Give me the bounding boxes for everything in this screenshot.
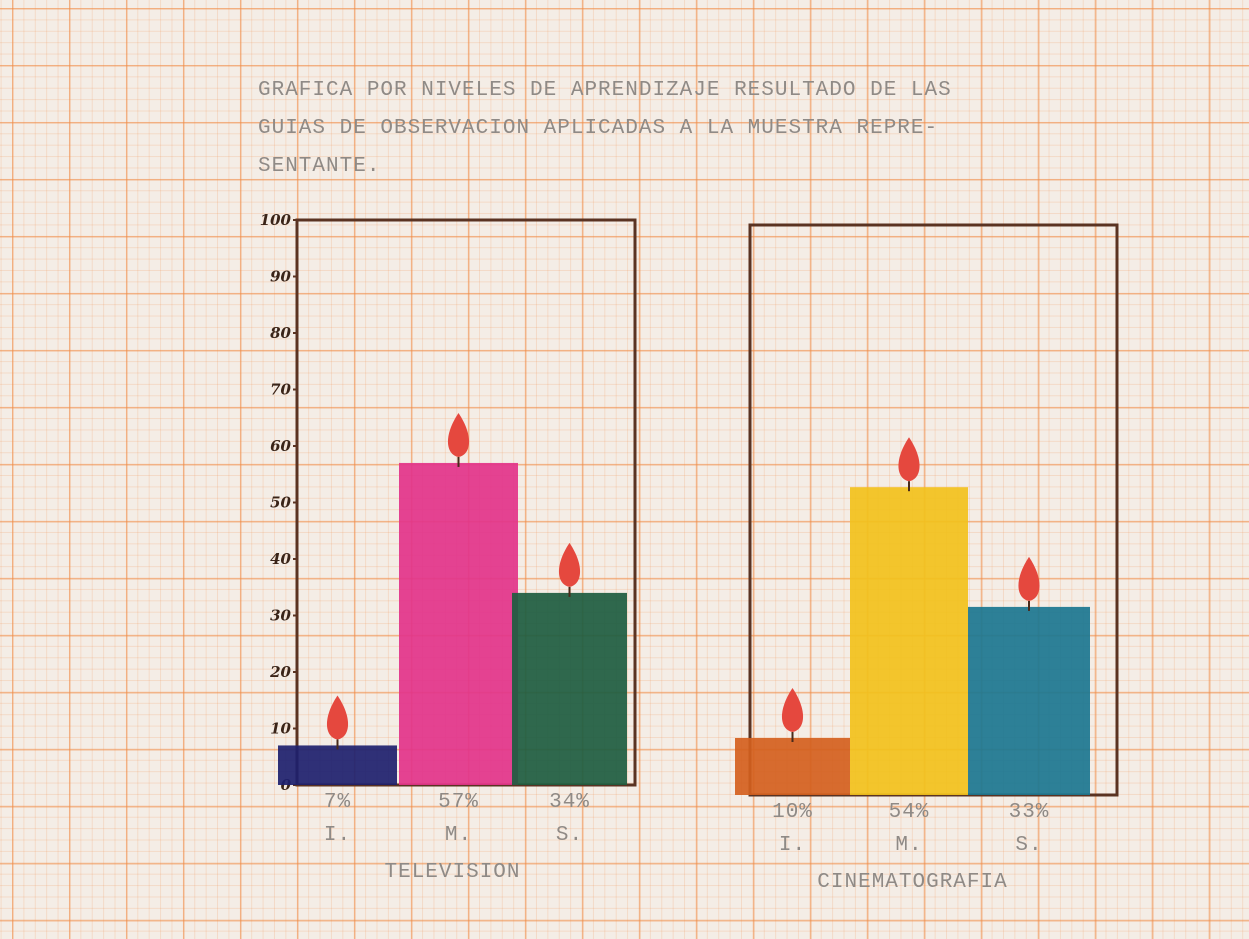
x-tick-label: M. <box>895 834 922 857</box>
x-tick-label: I. <box>324 824 351 847</box>
title-line: GRAFICA POR NIVELES DE APRENDIZAJE RESUL… <box>258 79 952 102</box>
candle-flame <box>559 543 580 587</box>
y-tick-label: 10 <box>270 720 291 738</box>
chart: GRAFICA POR NIVELES DE APRENDIZAJE RESUL… <box>0 0 1249 939</box>
bar <box>278 745 397 785</box>
candle-flame <box>1018 557 1039 601</box>
x-tick-label: I. <box>779 834 806 857</box>
title-line: SENTANTE. <box>258 155 380 178</box>
candle-flame <box>898 437 919 481</box>
y-tick-label: 40 <box>270 550 291 568</box>
bar <box>735 738 850 795</box>
page: GRAFICA POR NIVELES DE APRENDIZAJE RESUL… <box>0 0 1249 939</box>
bar <box>512 593 627 785</box>
y-tick-label: 60 <box>270 437 291 455</box>
value-label: 34% <box>549 791 590 814</box>
y-tick-label: 50 <box>270 494 291 512</box>
bar <box>399 463 518 785</box>
y-tick-label: 100 <box>260 211 292 229</box>
x-tick-label: S. <box>556 824 583 847</box>
y-tick-label: 80 <box>270 324 291 342</box>
y-tick-label: 90 <box>270 268 291 286</box>
candle-flame <box>448 413 469 457</box>
y-tick-label: 30 <box>270 607 291 625</box>
value-label: 33% <box>1009 801 1050 824</box>
value-label: 7% <box>324 791 351 814</box>
title-line: GUIAS DE OBSERVACION APLICADAS A LA MUES… <box>258 117 938 140</box>
y-tick-label: 20 <box>269 663 291 681</box>
value-label: 10% <box>772 801 813 824</box>
value-label: 54% <box>889 801 930 824</box>
y-tick-label: 70 <box>270 381 291 399</box>
x-axis-label: CINEMATOGRAFIA <box>817 871 1007 894</box>
value-label: 57% <box>438 791 479 814</box>
candle-flame <box>327 695 348 739</box>
candle-flame <box>782 688 803 732</box>
bar <box>850 487 968 795</box>
x-tick-label: M. <box>445 824 472 847</box>
bar <box>968 607 1090 795</box>
x-axis-label: TELEVISION <box>384 861 520 884</box>
x-tick-label: S. <box>1015 834 1042 857</box>
